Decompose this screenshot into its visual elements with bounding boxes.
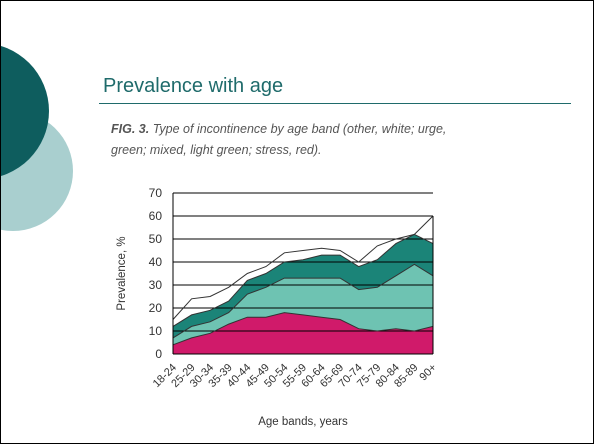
slide-title: Prevalence with age xyxy=(103,75,284,97)
y-tick-label-50: 50 xyxy=(149,232,163,246)
y-tick-label-40: 40 xyxy=(149,255,163,269)
dark-circle-decoration xyxy=(1,46,49,176)
y-tick-labels: 0 10 20 30 40 50 60 70 xyxy=(149,186,163,361)
outline-stress xyxy=(172,312,434,346)
axes xyxy=(172,193,434,355)
y-tick-label-10: 10 xyxy=(149,324,163,338)
outline-mixed xyxy=(172,263,434,339)
x-tick-labels: 18-2425-2930-3435-3940-4445-4950-5455-59… xyxy=(151,362,439,390)
outline-other xyxy=(172,215,434,320)
y-axis-label: Prevalence, % xyxy=(116,236,128,310)
y-tick-label-20: 20 xyxy=(149,301,163,315)
title-divider xyxy=(99,103,571,104)
series-outlines xyxy=(172,215,434,346)
area-series-group xyxy=(173,216,433,354)
x-axis-label: Age bands, years xyxy=(258,416,348,428)
gridlines xyxy=(173,192,433,332)
figure-number: FIG. 3. xyxy=(111,122,150,136)
slide-decoration xyxy=(1,46,73,231)
y-tick-label-60: 60 xyxy=(149,209,163,223)
figure-caption: FIG. 3. Type of incontinence by age band… xyxy=(111,119,471,161)
figure-caption-text: Type of incontinence by age band (other,… xyxy=(111,122,447,157)
outline-urge xyxy=(172,233,434,327)
area-stress xyxy=(173,312,433,354)
area-mixed xyxy=(173,264,433,345)
y-tick-label-70: 70 xyxy=(149,186,163,200)
y-tick-label-0: 0 xyxy=(155,347,162,361)
x-tick-label: 90+ xyxy=(417,362,439,384)
area-urge xyxy=(173,234,433,338)
y-tick-label-30: 30 xyxy=(149,278,163,292)
